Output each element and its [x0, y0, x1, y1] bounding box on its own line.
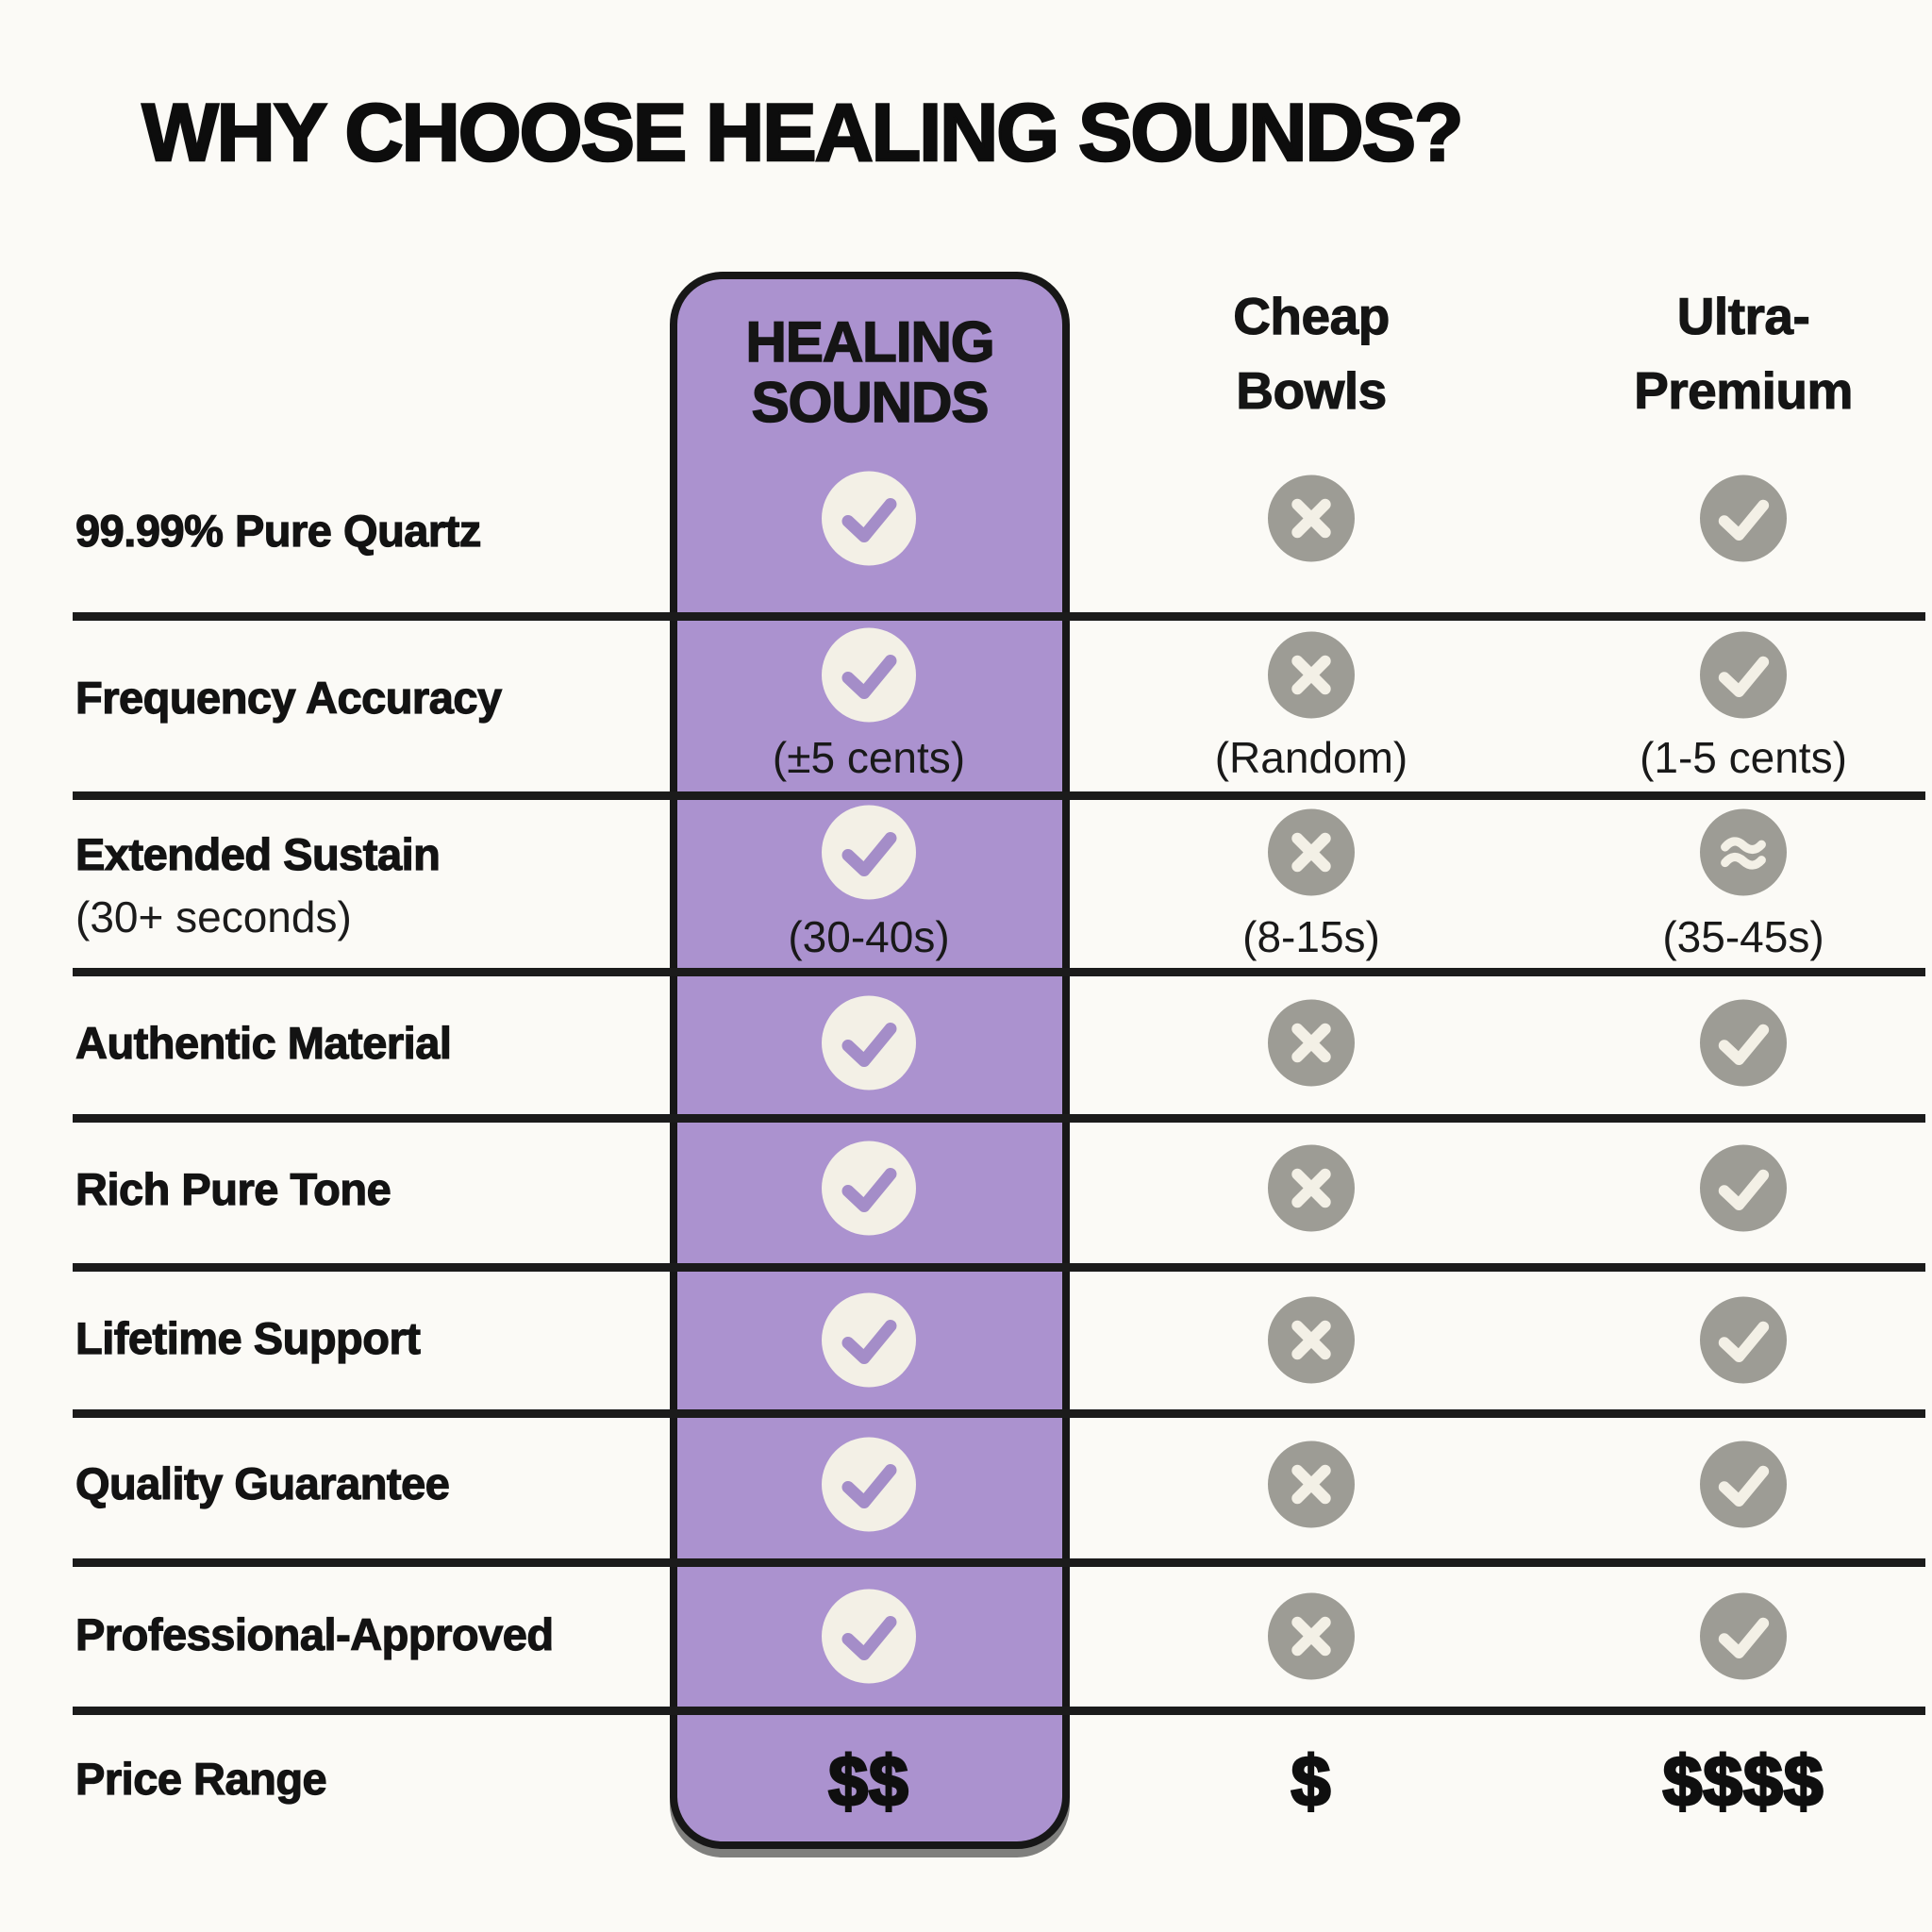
cell-sub-note: (±5 cents) — [772, 733, 966, 782]
column-header-line-2: Bowls — [1236, 360, 1388, 420]
row-divider-line — [73, 1263, 1925, 1272]
price-range-value: $ — [1290, 1740, 1332, 1823]
check-icon — [1700, 1592, 1787, 1685]
check-icon — [822, 1437, 916, 1537]
cell-sub-note: (30-40s) — [788, 912, 950, 961]
cell-sub-note: (8-15s) — [1242, 912, 1380, 961]
column-header-line-2: Premium — [1634, 360, 1854, 420]
cross-icon — [1268, 1144, 1355, 1237]
row-label-text: Rich Pure Tone — [75, 1163, 391, 1214]
cell-sub-note: (35-45s) — [1662, 912, 1824, 961]
row-label: Price Range — [75, 1748, 327, 1810]
row-label-text: Professional-Approved — [75, 1608, 554, 1659]
row-divider-line — [73, 968, 1925, 976]
cell-sub-note: (1-5 cents) — [1640, 733, 1847, 782]
row-label-text: Quality Guarantee — [75, 1457, 450, 1508]
row-label-text: Extended Sustain — [75, 828, 441, 879]
column-header-healing-sounds: HEALING SOUNDS — [670, 310, 1070, 434]
row-divider-line — [73, 612, 1925, 621]
row-label: Authentic Material — [75, 1012, 452, 1074]
column-header-line-1: HEALING — [745, 310, 996, 374]
row-label-text: Price Range — [75, 1753, 327, 1804]
check-icon — [822, 805, 916, 905]
row-label-text: Frequency Accuracy — [75, 672, 502, 723]
column-header-line-1: Ultra- — [1676, 286, 1810, 345]
check-icon — [1700, 1296, 1787, 1389]
cross-icon — [1268, 1441, 1355, 1533]
row-label: Frequency Accuracy — [75, 667, 502, 729]
check-icon — [1700, 1441, 1787, 1533]
row-divider-line — [73, 1558, 1925, 1567]
cross-icon — [1268, 631, 1355, 724]
row-label: Rich Pure Tone — [75, 1158, 391, 1221]
cross-icon — [1268, 808, 1355, 901]
cross-icon — [1268, 475, 1355, 567]
column-header-line-1: Cheap — [1233, 286, 1391, 345]
row-label: 99.99% Pure Quartz — [75, 500, 482, 562]
check-icon — [822, 471, 916, 571]
check-icon — [822, 995, 916, 1095]
row-sublabel-text: (30+ seconds) — [75, 892, 352, 941]
check-icon — [1700, 631, 1787, 724]
approx-icon — [1700, 808, 1787, 901]
price-range-value: $$ — [827, 1740, 909, 1823]
row-label: Extended Sustain (30+ seconds) — [75, 824, 441, 948]
price-range-value: $$$$ — [1661, 1740, 1824, 1823]
column-header-cheap-bowls: Cheap Bowls — [1104, 279, 1519, 428]
cross-icon — [1268, 1592, 1355, 1685]
check-icon — [822, 1292, 916, 1392]
check-icon — [1700, 1144, 1787, 1237]
cell-sub-note: (Random) — [1214, 733, 1408, 782]
check-icon — [1700, 999, 1787, 1091]
row-label-text: Lifetime Support — [75, 1312, 421, 1363]
row-divider-line — [73, 1409, 1925, 1418]
check-icon — [822, 1141, 916, 1241]
row-label: Professional-Approved — [75, 1604, 554, 1666]
row-label-text: 99.99% Pure Quartz — [75, 505, 482, 556]
row-divider-line — [73, 1114, 1925, 1123]
row-label: Lifetime Support — [75, 1307, 421, 1370]
row-label: Quality Guarantee — [75, 1453, 450, 1515]
check-icon — [822, 627, 916, 727]
check-icon — [1700, 475, 1787, 567]
cross-icon — [1268, 1296, 1355, 1389]
column-header-line-2: SOUNDS — [751, 371, 990, 434]
row-label-text: Authentic Material — [75, 1017, 452, 1068]
row-divider-line — [73, 1707, 1925, 1715]
column-header-ultra-premium: Ultra- Premium — [1536, 279, 1932, 428]
check-icon — [822, 1589, 916, 1689]
page-title: WHY CHOOSE HEALING SOUNDS? — [141, 87, 1464, 180]
cross-icon — [1268, 999, 1355, 1091]
row-divider-line — [73, 791, 1925, 800]
